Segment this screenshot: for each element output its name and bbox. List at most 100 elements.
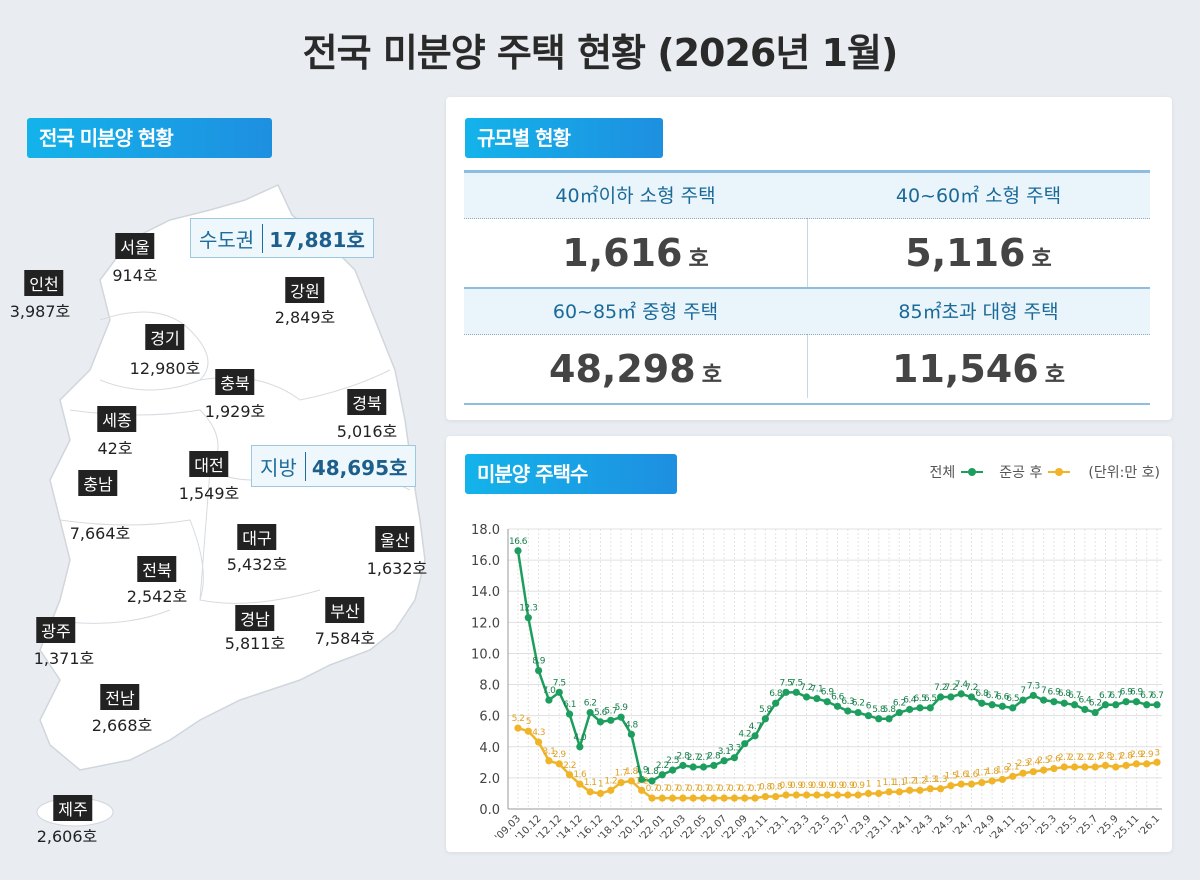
region-value: 2,668호 [91,716,153,735]
data-label: 2.5 [666,756,679,766]
data-point [751,794,759,802]
region-value: 2,542호 [126,587,188,606]
size-value: 11,546 [892,347,1039,391]
data-point [668,766,677,774]
data-point [802,791,811,799]
data-point [1112,701,1120,709]
data-point [947,693,955,701]
data-label: 0.7 [666,784,679,794]
data-point [1019,769,1027,777]
data-label: 0.9 [841,781,855,791]
data-label: 6.7 [1140,691,1153,701]
data-point [586,708,594,717]
data-label: 0.9 [831,781,845,791]
data-label: 1.2 [914,776,927,786]
data-label: 1.2 [604,776,617,786]
data-label: 0.8 [759,783,773,793]
data-point [1029,691,1037,700]
data-label: 0.7 [707,784,720,794]
data-point [648,777,656,785]
data-label: 7.0 [543,686,557,696]
y-tick-label: 10.0 [471,647,500,662]
region-value: 5,811호 [224,634,286,653]
data-label: 2.8 [707,751,721,761]
data-point [1070,763,1079,771]
legend-completed-marker [1048,468,1071,476]
size-value: 1,616 [562,231,683,275]
data-point [854,791,862,799]
data-point [1132,698,1140,706]
data-label: 16.6 [509,537,528,547]
data-label: 1 [598,779,603,789]
data-point [875,715,883,723]
data-label: 2.7 [1058,753,1071,763]
data-point [782,791,790,799]
data-point [823,698,831,706]
x-tick-label: '23.3 [786,813,811,838]
region-name: 강원 [285,277,325,303]
data-label: 1.1 [584,778,597,788]
data-label: 0.7 [718,784,731,794]
data-point [689,763,697,771]
data-point [802,693,811,701]
x-tick-label: '24.5 [931,813,956,838]
data-label: 1.7 [615,769,628,779]
data-point [1050,698,1058,706]
size-cell-small-40: 40㎡이하 소형 주택 1,616 호 [464,173,807,287]
data-label: 6.3 [841,697,854,707]
data-label: 1.9 [996,765,1010,775]
capital-area-summary: 수도권 17,881호 [190,218,374,258]
capital-area-value: 17,881호 [262,223,365,253]
data-label: 2.9 [1140,750,1154,760]
region-name: 대전 [189,451,229,477]
size-cell-medium: 60~85㎡ 중형 주택 48,298 호 [464,289,807,403]
data-label: 0.7 [646,784,659,794]
data-point [823,791,831,799]
x-tick-label: '24.3 [910,813,935,838]
region-name: 세종 [97,406,137,432]
unit: 호 [1044,363,1065,388]
data-point [617,713,625,721]
data-label: 7 [1020,686,1025,696]
data-label: 8.9 [532,657,546,667]
size-value: 48,298 [549,347,696,391]
data-point [730,794,739,802]
region-value: 914호 [112,266,158,285]
region-name: 충남 [78,470,118,496]
data-point [998,702,1007,710]
region-name: 경남 [235,605,275,631]
data-point [988,701,996,709]
region-value: 2,849호 [274,308,336,327]
region-value: 5,016호 [336,422,398,441]
data-label: 2.2 [656,761,669,771]
data-point [1081,705,1089,714]
x-tick-label: '25.3 [1034,813,1059,838]
data-label: 4.3 [532,728,545,738]
data-label: 0.7 [656,784,669,794]
data-point [607,786,615,794]
data-point [936,693,945,701]
size-label: 40~60㎡ 소형 주택 [807,173,1150,219]
data-point [668,794,677,802]
data-point [761,792,769,801]
region-value: 2,606호 [36,827,98,846]
unit: 호 [701,363,722,388]
data-point [998,775,1007,784]
region-value: 7,664호 [69,524,131,543]
data-label: 2.8 [676,751,690,761]
region-name: 부산 [325,597,365,623]
y-tick-label: 14.0 [471,585,500,600]
data-label: 2.7 [687,753,700,763]
data-label: 7.2 [934,683,947,693]
data-point [967,780,976,788]
map-section-heading: 전국 미분양 현황 [27,118,272,158]
data-point [710,761,718,770]
data-label: 2.2 [563,761,576,771]
data-point [741,740,749,748]
data-point [957,780,965,788]
data-label: 0.9 [800,781,814,791]
data-label: 1.2 [903,776,916,786]
data-point [864,789,873,798]
data-label: 5 [526,717,531,727]
region-name: 경북 [347,389,387,415]
